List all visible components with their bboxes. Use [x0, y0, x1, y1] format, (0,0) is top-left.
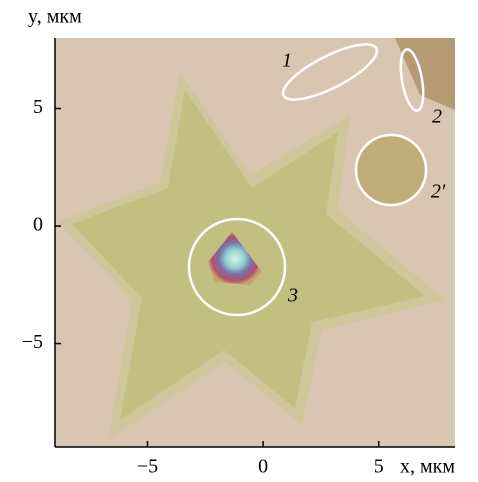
micrograph [55, 38, 455, 447]
y-axis-label: y, мкм [28, 6, 82, 28]
region-label: 1 [282, 50, 292, 72]
y-tick-label: 5 [33, 96, 43, 118]
x-tick-label: −5 [137, 456, 158, 478]
region-label: 2′ [431, 181, 446, 203]
y-tick-label: 0 [33, 214, 43, 236]
region-label: 3 [287, 285, 298, 307]
x-tick-label: 5 [374, 456, 384, 478]
y-tick-label: −5 [22, 331, 43, 353]
x-tick-label: 0 [258, 456, 268, 478]
figure: y, мкм x, мкм −5 0 5 −5 0 5 1 2 2′ 3 [0, 0, 478, 482]
region-label: 2 [432, 106, 442, 128]
x-axis-label: x, мкм [400, 456, 455, 478]
dark-spot [357, 136, 425, 204]
